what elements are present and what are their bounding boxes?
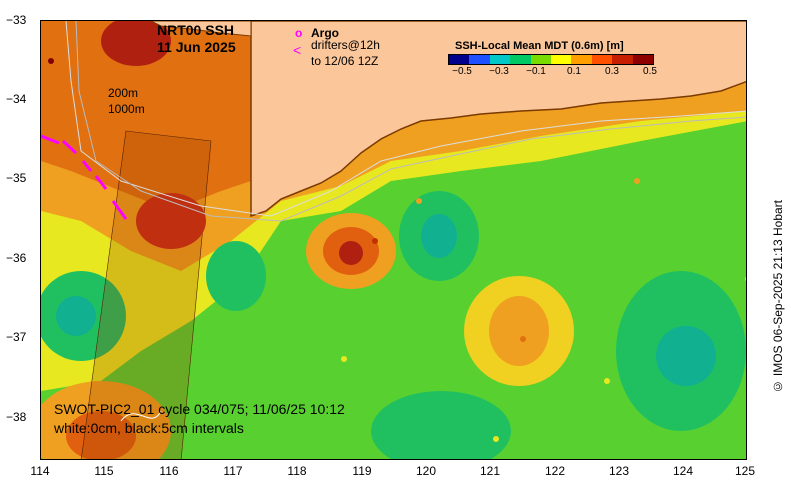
lon-tick-label: 122 bbox=[544, 464, 566, 478]
swot-caption: SWOT-PIC2_01 cycle 034/075; 11/06/25 10:… bbox=[54, 401, 345, 417]
drifter-track[interactable] bbox=[61, 139, 78, 155]
isobath-1000m bbox=[75, 21, 746, 222]
lon-tick-label: 116 bbox=[159, 464, 179, 478]
isobath-200m-label: 200m bbox=[108, 86, 139, 100]
argo-legend-icon: o bbox=[295, 26, 303, 40]
drifter-tracks bbox=[41, 134, 128, 220]
map-date: 11 Jun 2025 bbox=[157, 39, 236, 55]
swot-contour-note: white:0cm, black:5cm intervals bbox=[54, 420, 244, 436]
colorbar-tick: −0.1 bbox=[526, 66, 546, 77]
argo-float[interactable] bbox=[48, 58, 54, 64]
cool-eddy-1-core bbox=[421, 214, 457, 258]
swot-warm-spot bbox=[136, 193, 206, 249]
colorbar-tick: 0.3 bbox=[605, 66, 619, 77]
colorbar-swatch bbox=[469, 55, 490, 64]
argo-float[interactable] bbox=[520, 336, 526, 342]
argo-float[interactable] bbox=[634, 178, 640, 184]
argo-floats bbox=[48, 58, 747, 442]
cool-eddy-2-core bbox=[656, 326, 716, 386]
cool-eddy-west-core bbox=[56, 296, 96, 336]
warm-eddy-2-core bbox=[489, 296, 549, 366]
lat-tick-label: −38 bbox=[6, 410, 27, 424]
colorbar-tick: 0.1 bbox=[567, 66, 581, 77]
lon-tick-label: 115 bbox=[94, 464, 114, 478]
swot-zero-contour bbox=[120, 410, 162, 422]
drifter-track[interactable] bbox=[94, 175, 108, 190]
map-title: NRT00 SSH bbox=[157, 22, 235, 38]
drifter-track[interactable] bbox=[81, 160, 93, 172]
drifter-legend-range: to 12/06 12Z bbox=[311, 54, 379, 68]
drifter-track[interactable] bbox=[41, 134, 60, 145]
lon-tick-label: 117 bbox=[223, 464, 243, 478]
lon-tick-label: 120 bbox=[415, 464, 437, 478]
colorbar-swatch bbox=[551, 55, 572, 64]
colorbar-tick: 0.5 bbox=[643, 66, 657, 77]
copyright-credit: © IMOS 06-Sep-2025 21:13 Hobart bbox=[771, 200, 785, 394]
lon-tick-label: 124 bbox=[672, 464, 694, 478]
colorbar-swatch bbox=[489, 55, 511, 64]
lon-tick-label: 114 bbox=[30, 464, 50, 478]
lat-tick-label: −33 bbox=[6, 13, 27, 27]
colorbar-swatch bbox=[612, 55, 633, 64]
warm-eddy-core bbox=[339, 241, 363, 265]
colorbar-tick: −0.3 bbox=[489, 66, 509, 77]
lat-tick-label: −36 bbox=[6, 251, 27, 265]
colorbar-swatch bbox=[632, 55, 654, 64]
isobath-1000m-label: 1000m bbox=[108, 102, 145, 116]
colorbar bbox=[448, 54, 654, 65]
isobath-200m bbox=[65, 21, 746, 217]
colorbar-swatch bbox=[530, 55, 552, 64]
lat-tick-label: −35 bbox=[6, 171, 27, 185]
colorbar-title: SSH-Local Mean MDT (0.6m) [m] bbox=[455, 40, 624, 52]
argo-float[interactable] bbox=[341, 356, 347, 362]
drifter-track[interactable] bbox=[111, 200, 128, 220]
colorbar-swatch bbox=[510, 55, 531, 64]
argo-float[interactable] bbox=[416, 198, 422, 204]
map-frame[interactable] bbox=[40, 20, 747, 460]
ssh-map[interactable] bbox=[41, 21, 747, 460]
argo-float[interactable] bbox=[604, 378, 610, 384]
colorbar-tick: −0.5 bbox=[452, 66, 472, 77]
cool-patch-117 bbox=[206, 241, 266, 311]
lat-tick-label: −37 bbox=[6, 330, 27, 344]
argo-float[interactable] bbox=[372, 238, 378, 244]
land-western bbox=[150, 21, 252, 37]
colorbar-swatch bbox=[449, 55, 470, 64]
hotspot-top bbox=[101, 21, 171, 66]
lon-tick-label: 123 bbox=[608, 464, 630, 478]
lon-tick-label: 119 bbox=[352, 464, 372, 478]
colorbar-swatch bbox=[571, 55, 592, 64]
cool-patch-south bbox=[371, 391, 511, 459]
lon-tick-label: 121 bbox=[479, 464, 501, 478]
lon-tick-label: 125 bbox=[734, 464, 756, 478]
drifter-legend-label: drifters@12h bbox=[311, 38, 380, 52]
lat-tick-label: −34 bbox=[6, 92, 27, 106]
drifter-legend-icon: < bbox=[293, 42, 302, 58]
argo-legend-label: Argo bbox=[311, 26, 339, 40]
colorbar-swatch bbox=[591, 55, 613, 64]
land-australia bbox=[250, 21, 746, 218]
argo-float[interactable] bbox=[493, 436, 499, 442]
argo-float[interactable] bbox=[745, 276, 747, 282]
warm-patch-southwest-core bbox=[66, 411, 136, 459]
lon-tick-label: 118 bbox=[287, 464, 307, 478]
